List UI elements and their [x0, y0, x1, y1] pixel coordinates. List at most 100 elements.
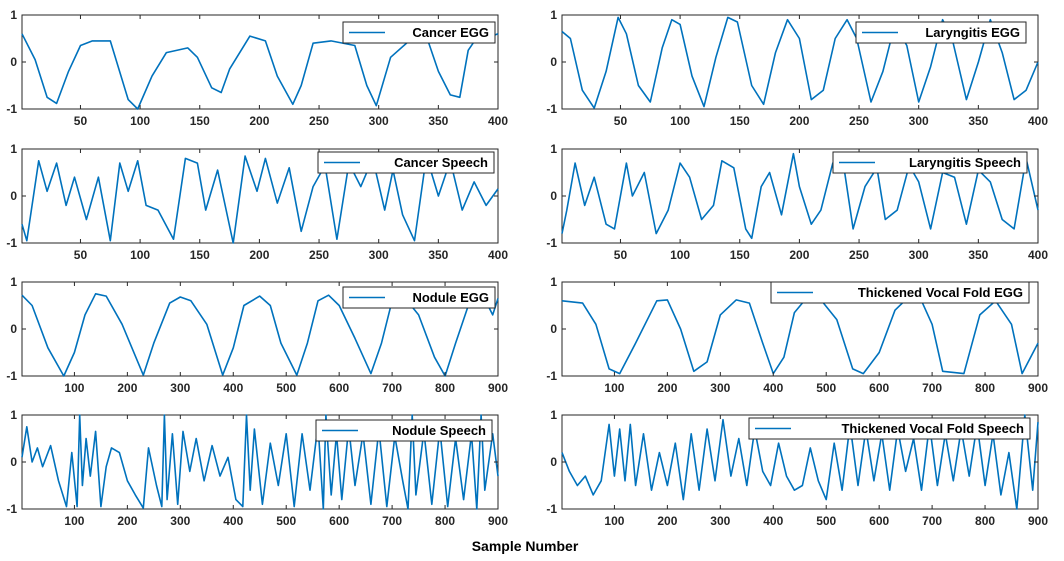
y-tick-label: 0 — [10, 189, 17, 203]
legend: Thickened Vocal Fold EGG — [770, 281, 1030, 304]
x-tick-label: 100 — [130, 248, 150, 262]
x-tick-label: 700 — [382, 514, 402, 528]
x-tick-label: 200 — [249, 248, 269, 262]
y-tick-label: 0 — [550, 455, 557, 469]
x-tick-label: 50 — [74, 248, 88, 262]
y-tick-label: -1 — [6, 102, 17, 116]
series-line — [21, 292, 499, 377]
x-tick-label: 800 — [975, 381, 995, 395]
y-tick-label: -1 — [546, 102, 557, 116]
x-tick-label: 50 — [74, 114, 88, 128]
legend-box — [342, 286, 496, 309]
legend-box — [342, 21, 496, 44]
y-tick-label: -1 — [6, 369, 17, 383]
y-tick-label: 1 — [10, 408, 17, 422]
x-tick-label: 100 — [604, 514, 624, 528]
x-tick-label: 200 — [249, 114, 269, 128]
x-tick-label: 400 — [1028, 248, 1048, 262]
legend-box — [770, 281, 1030, 304]
x-tick-label: 350 — [968, 114, 988, 128]
x-tick-label: 600 — [869, 514, 889, 528]
legend-box — [832, 151, 1028, 174]
x-tick-label: 700 — [922, 381, 942, 395]
x-tick-label: 350 — [968, 248, 988, 262]
x-tick-label: 400 — [763, 381, 783, 395]
x-tick-label: 800 — [435, 381, 455, 395]
x-tick-label: 200 — [789, 248, 809, 262]
series-line — [561, 299, 1039, 375]
legend-label: Thickened Vocal Fold Speech — [841, 421, 1024, 436]
x-tick-label: 700 — [382, 381, 402, 395]
subplot-8: -1 0 1 100 200 300 400 500 600 700 800 900 Thickened… — [546, 408, 1048, 528]
subplot-6: -1 0 1 100 200 300 400 500 600 700 800 900 Thickened… — [546, 275, 1048, 395]
x-tick-label: 400 — [1028, 114, 1048, 128]
x-tick-label: 50 — [614, 114, 628, 128]
x-tick-label: 400 — [223, 381, 243, 395]
x-tick-label: 200 — [657, 381, 677, 395]
x-tick-label: 350 — [428, 114, 448, 128]
series-line — [561, 152, 1039, 240]
x-tick-label: 800 — [975, 514, 995, 528]
legend-box — [748, 417, 1031, 440]
x-tick-label: 200 — [117, 381, 137, 395]
x-tick-label: 100 — [130, 114, 150, 128]
legend: Laryngitis Speech — [832, 151, 1028, 174]
x-tick-label: 900 — [488, 514, 508, 528]
x-tick-label: 300 — [170, 514, 190, 528]
x-tick-label: 400 — [488, 114, 508, 128]
x-tick-label: 250 — [849, 114, 869, 128]
subplot-5: -1 0 1 100 200 300 400 500 600 700 800 900 Nodule EG… — [6, 275, 508, 395]
x-tick-label: 700 — [922, 514, 942, 528]
legend-label: Laryngitis EGG — [925, 25, 1020, 40]
x-tick-label: 100 — [670, 248, 690, 262]
y-tick-label: -1 — [546, 236, 557, 250]
y-tick-label: 0 — [10, 55, 17, 69]
legend-label: Nodule Speech — [392, 423, 486, 438]
y-tick-label: 0 — [550, 55, 557, 69]
legend: Laryngitis EGG — [855, 21, 1027, 44]
x-tick-label: 400 — [488, 248, 508, 262]
x-tick-label: 250 — [309, 114, 329, 128]
x-tick-label: 300 — [369, 248, 389, 262]
legend-label: Nodule EGG — [412, 290, 489, 305]
subplot-7: -1 0 1 100 200 300 400 500 600 700 800 900 Nodule Sp… — [6, 408, 508, 528]
x-tick-label: 900 — [1028, 381, 1048, 395]
x-tick-label: 150 — [190, 114, 210, 128]
x-tick-label: 600 — [329, 381, 349, 395]
y-tick-label: 0 — [550, 189, 557, 203]
x-tick-label: 100 — [64, 514, 84, 528]
y-tick-label: -1 — [546, 369, 557, 383]
x-tick-label: 900 — [1028, 514, 1048, 528]
x-tick-label: 100 — [64, 381, 84, 395]
x-tick-label: 400 — [763, 514, 783, 528]
x-tick-label: 900 — [488, 381, 508, 395]
x-tick-label: 150 — [730, 248, 750, 262]
x-tick-label: 600 — [329, 514, 349, 528]
y-tick-label: 0 — [10, 455, 17, 469]
x-tick-label: 500 — [276, 381, 296, 395]
y-tick-label: 0 — [10, 322, 17, 336]
y-tick-label: -1 — [6, 502, 17, 516]
x-tick-label: 350 — [428, 248, 448, 262]
y-tick-label: 1 — [550, 408, 557, 422]
series-line — [21, 155, 499, 244]
y-tick-label: 1 — [550, 142, 557, 156]
x-tick-label: 300 — [909, 248, 929, 262]
legend: Nodule EGG — [342, 286, 496, 309]
legend-label: Thickened Vocal Fold EGG — [858, 285, 1023, 300]
x-tick-label: 400 — [223, 514, 243, 528]
y-tick-label: 0 — [550, 322, 557, 336]
x-tick-label: 300 — [369, 114, 389, 128]
x-tick-label: 500 — [816, 381, 836, 395]
x-tick-label: 150 — [730, 114, 750, 128]
series-line — [21, 414, 499, 510]
x-tick-label: 200 — [117, 514, 137, 528]
y-tick-label: -1 — [546, 502, 557, 516]
legend-label: Cancer EGG — [412, 25, 489, 40]
legend-label: Cancer Speech — [394, 155, 488, 170]
x-tick-label: 500 — [816, 514, 836, 528]
legend-box — [317, 151, 495, 174]
